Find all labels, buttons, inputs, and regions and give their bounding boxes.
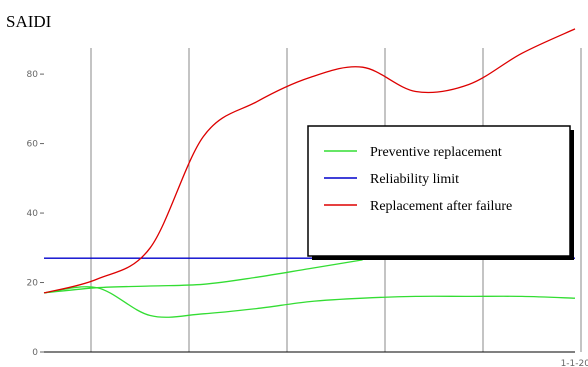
y-tick-label: 80: [27, 70, 39, 80]
y-tick-label: 40: [27, 209, 39, 219]
legend-label: Replacement after failure: [370, 199, 512, 214]
y-axis-title: SAIDI: [6, 12, 52, 31]
x-tick-label: 1-1-2050: [561, 359, 588, 367]
y-tick-label: 60: [27, 140, 39, 150]
legend-box: [307, 125, 571, 257]
series-line-3: [43, 28, 576, 294]
legend: Preventive replacement Reliability limit R…: [307, 125, 574, 260]
y-tick-label: 0: [32, 348, 38, 358]
legend-label: Reliability limit: [370, 172, 459, 187]
series-line-0: [43, 259, 363, 294]
legend-label: Preventive replacement: [370, 145, 502, 160]
series-line-1: [43, 286, 576, 318]
axis-layer: 1-1-2050 0 20 40 60 80: [27, 70, 588, 367]
y-tick-label: 20: [27, 279, 39, 289]
